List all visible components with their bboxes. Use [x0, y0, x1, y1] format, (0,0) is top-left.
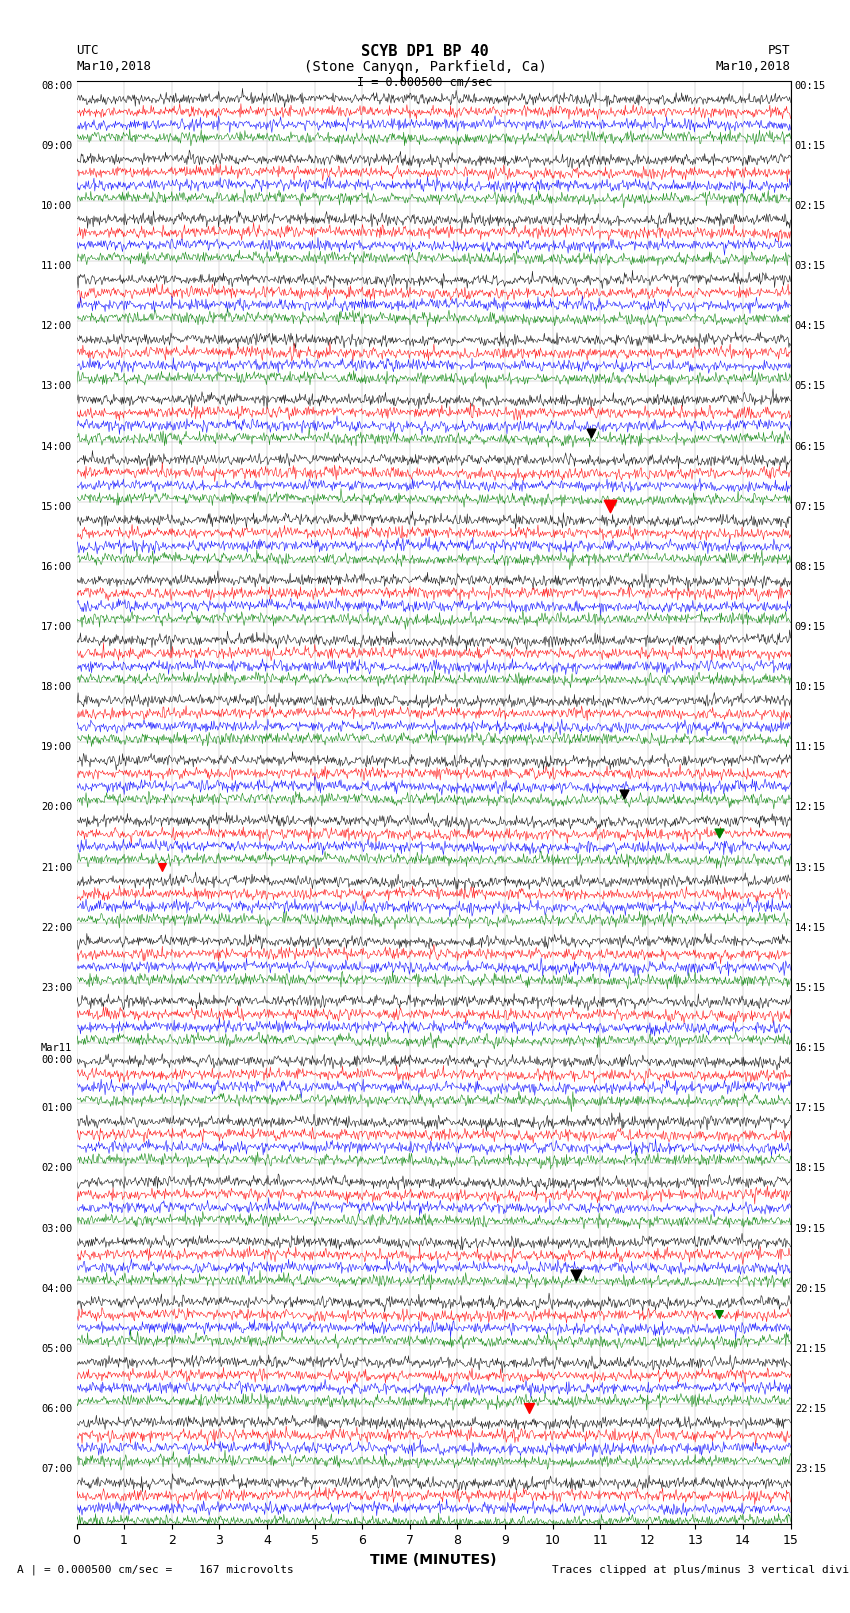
- Text: 08:00: 08:00: [41, 81, 72, 90]
- Text: 21:00: 21:00: [41, 863, 72, 873]
- Point: [712, 819, 726, 845]
- Text: 18:15: 18:15: [795, 1163, 826, 1173]
- Text: 02:00: 02:00: [41, 1163, 72, 1173]
- Point: [156, 855, 169, 881]
- Text: 22:15: 22:15: [795, 1403, 826, 1415]
- Text: 22:00: 22:00: [41, 923, 72, 932]
- Text: 05:15: 05:15: [795, 381, 826, 392]
- Text: 17:15: 17:15: [795, 1103, 826, 1113]
- Text: SCYB DP1 BP 40: SCYB DP1 BP 40: [361, 44, 489, 58]
- Text: 23:00: 23:00: [41, 982, 72, 994]
- Text: 11:15: 11:15: [795, 742, 826, 752]
- Text: UTC: UTC: [76, 44, 99, 56]
- Text: 17:00: 17:00: [41, 623, 72, 632]
- Text: 02:15: 02:15: [795, 202, 826, 211]
- Point: [269, 1589, 283, 1613]
- Text: 00:15: 00:15: [795, 81, 826, 90]
- Text: 18:00: 18:00: [41, 682, 72, 692]
- Point: [617, 781, 631, 806]
- Text: (Stone Canyon, Parkfield, Ca): (Stone Canyon, Parkfield, Ca): [303, 60, 547, 74]
- Text: Mar11
00:00: Mar11 00:00: [41, 1044, 72, 1065]
- Text: 05:00: 05:00: [41, 1344, 72, 1353]
- Point: [603, 494, 616, 519]
- Text: 01:00: 01:00: [41, 1103, 72, 1113]
- Text: Mar10,2018: Mar10,2018: [76, 60, 151, 73]
- Text: 20:00: 20:00: [41, 803, 72, 813]
- Text: 01:15: 01:15: [795, 140, 826, 150]
- Text: 13:15: 13:15: [795, 863, 826, 873]
- Text: 19:15: 19:15: [795, 1224, 826, 1234]
- Text: 13:00: 13:00: [41, 381, 72, 392]
- Text: 03:15: 03:15: [795, 261, 826, 271]
- Text: 06:00: 06:00: [41, 1403, 72, 1415]
- Text: 04:00: 04:00: [41, 1284, 72, 1294]
- Text: 04:15: 04:15: [795, 321, 826, 331]
- Text: I = 0.000500 cm/sec: I = 0.000500 cm/sec: [357, 76, 493, 89]
- Text: 14:00: 14:00: [41, 442, 72, 452]
- Text: 10:00: 10:00: [41, 202, 72, 211]
- Point: [189, 1576, 202, 1602]
- Point: [570, 1263, 583, 1289]
- Text: 19:00: 19:00: [41, 742, 72, 752]
- Text: Mar10,2018: Mar10,2018: [716, 60, 790, 73]
- Point: [522, 1395, 536, 1421]
- Text: 07:00: 07:00: [41, 1465, 72, 1474]
- Text: 16:15: 16:15: [795, 1044, 826, 1053]
- Text: 15:00: 15:00: [41, 502, 72, 511]
- Text: 12:00: 12:00: [41, 321, 72, 331]
- Text: 11:00: 11:00: [41, 261, 72, 271]
- Text: 15:15: 15:15: [795, 982, 826, 994]
- Point: [712, 1300, 726, 1326]
- Text: 20:15: 20:15: [795, 1284, 826, 1294]
- Text: 06:15: 06:15: [795, 442, 826, 452]
- Text: 16:00: 16:00: [41, 561, 72, 573]
- Text: 09:15: 09:15: [795, 623, 826, 632]
- Text: PST: PST: [768, 44, 790, 56]
- Point: [584, 421, 598, 447]
- Text: 08:15: 08:15: [795, 561, 826, 573]
- Text: 09:00: 09:00: [41, 140, 72, 150]
- Text: 10:15: 10:15: [795, 682, 826, 692]
- Text: 23:15: 23:15: [795, 1465, 826, 1474]
- Text: Traces clipped at plus/minus 3 vertical divisions: Traces clipped at plus/minus 3 vertical …: [552, 1565, 850, 1574]
- Text: 14:15: 14:15: [795, 923, 826, 932]
- Text: A | = 0.000500 cm/sec =    167 microvolts: A | = 0.000500 cm/sec = 167 microvolts: [17, 1565, 294, 1576]
- Text: 07:15: 07:15: [795, 502, 826, 511]
- X-axis label: TIME (MINUTES): TIME (MINUTES): [371, 1553, 496, 1566]
- Text: 21:15: 21:15: [795, 1344, 826, 1353]
- Text: 12:15: 12:15: [795, 803, 826, 813]
- Text: 03:00: 03:00: [41, 1224, 72, 1234]
